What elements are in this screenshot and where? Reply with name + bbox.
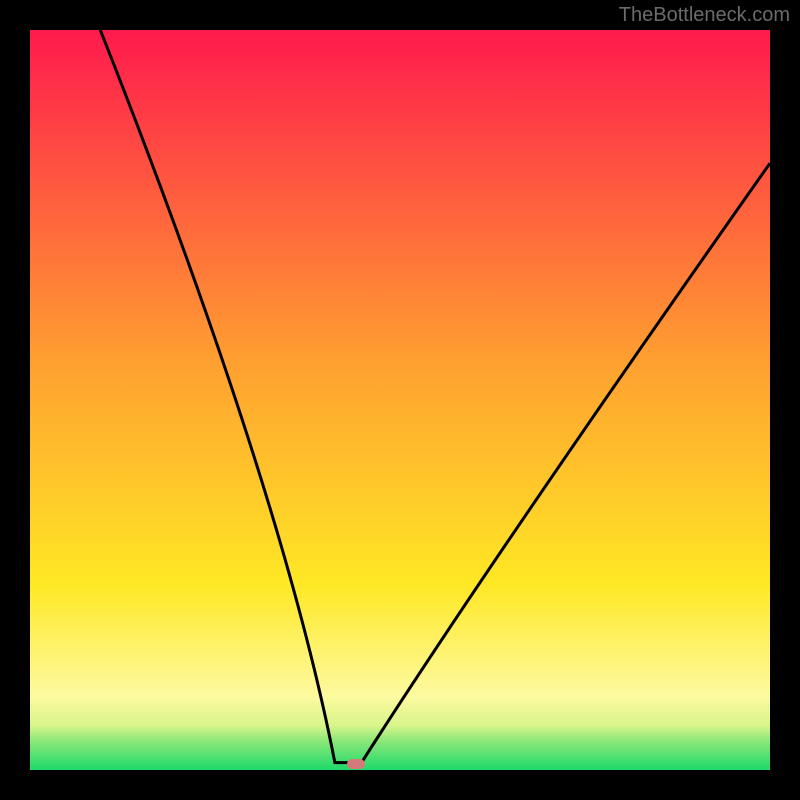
notch-marker [347, 759, 365, 769]
bottleneck-curve [30, 30, 770, 770]
plot-area [30, 30, 770, 770]
watermark-text: TheBottleneck.com [619, 4, 790, 27]
